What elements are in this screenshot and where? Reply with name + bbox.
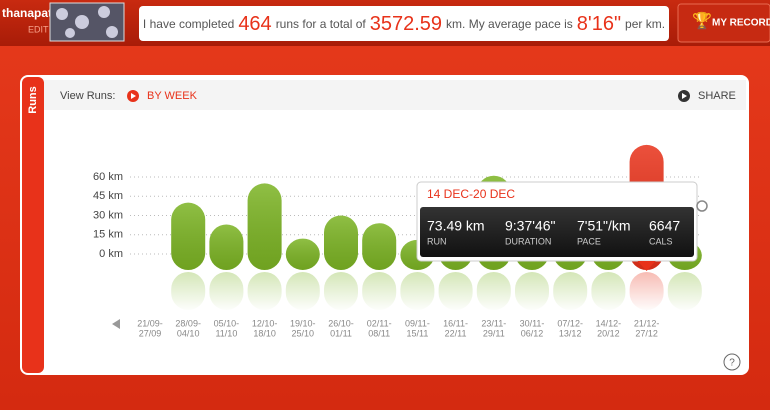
- x-tick-label: 27/12: [635, 328, 658, 338]
- records-label[interactable]: MY RECORDS: [712, 18, 770, 29]
- x-tick-label: 23/11-: [481, 318, 506, 328]
- by-week-link[interactable]: BY WEEK: [147, 90, 198, 102]
- x-tick-label: 05/10-: [214, 318, 240, 328]
- records-button[interactable]: [677, 3, 770, 43]
- y-tick-label: 60 km: [93, 171, 123, 183]
- x-tick-label: 11/10: [215, 328, 237, 338]
- tooltip-title: 14 DEC-20 DEC: [427, 187, 515, 201]
- share-link[interactable]: SHARE: [698, 90, 736, 102]
- summary-text-part: I have completed: [143, 17, 234, 31]
- y-tick-label: 0 km: [99, 248, 123, 260]
- tooltip-stat-value: 73.49 km: [427, 218, 485, 234]
- reflection-fade: [666, 272, 703, 312]
- summary-box: [139, 6, 669, 41]
- side-tab: [22, 77, 44, 373]
- summary-text-part: per km.: [625, 17, 665, 31]
- avatar-pattern: [56, 6, 118, 38]
- bar-shade: [324, 215, 358, 270]
- summary-number: 3572.59: [370, 13, 442, 35]
- toolbar: [44, 80, 746, 110]
- x-tick-label: 08/11: [368, 328, 390, 338]
- reflection-fade: [246, 272, 283, 312]
- bar-shade: [285, 238, 320, 270]
- reflection-fade: [323, 272, 359, 312]
- x-tick-label: 25/10: [292, 328, 315, 338]
- reflection-fade: [284, 272, 321, 312]
- bar-shade: [209, 224, 244, 270]
- tooltip-stat-label: PACE: [577, 236, 601, 246]
- username: thanapat: [2, 6, 52, 20]
- summary-number: 464: [238, 13, 271, 35]
- tooltip-stat-value: 6647: [649, 218, 680, 234]
- x-tick-label: 04/10: [177, 328, 200, 338]
- reflection-fade: [208, 272, 245, 312]
- x-tick-label: 29/11: [483, 328, 505, 338]
- reflection-fade: [437, 272, 474, 312]
- help-label[interactable]: ?: [729, 358, 735, 369]
- tooltip-stat-label: RUN: [427, 236, 447, 246]
- reflection-fade: [170, 272, 207, 312]
- x-tick-label: 02/11-: [367, 318, 392, 328]
- x-tick-label: 21/12-: [634, 318, 660, 328]
- x-tick-label: 16/11-: [443, 318, 468, 328]
- zoom-icon[interactable]: [696, 200, 708, 212]
- trophy-icon: 🏆: [692, 11, 712, 30]
- tooltip-stat-label: DURATION: [505, 236, 551, 246]
- summary-text-part: runs for a total of: [276, 17, 367, 31]
- view-runs-label: View Runs:: [60, 90, 115, 102]
- bar-shade: [171, 202, 206, 270]
- edit-link[interactable]: EDIT: [28, 24, 49, 34]
- reflection-fade: [552, 272, 589, 312]
- reflection-fade: [514, 272, 550, 312]
- x-tick-label: 21/09-: [137, 318, 163, 328]
- x-tick-label: 30/11-: [520, 318, 545, 328]
- x-tick-label: 26/10-: [328, 318, 354, 328]
- summary-number: 8'16": [577, 13, 621, 35]
- summary-text-part: km. My average pace is: [446, 17, 573, 31]
- summary-text: I have completed 464 runs for a total of 35…: [143, 13, 665, 35]
- x-tick-label: 09/11-: [405, 318, 430, 328]
- x-tick-label: 19/10-: [290, 318, 316, 328]
- chart: 0 km 15 km 30 km 45 km 60 km 21/09-27/09 28/09…: [93, 144, 703, 338]
- x-tick-label: 14/12-: [596, 318, 622, 328]
- x-tick-label: 20/12: [597, 328, 620, 338]
- tooltip-stat-value: 9:37'46": [505, 218, 555, 234]
- x-tick-label: 22/11: [445, 328, 467, 338]
- reflection-fade: [590, 272, 627, 312]
- tooltip-stat-label: CALS: [649, 236, 673, 246]
- bar-shade: [247, 183, 282, 270]
- x-tick-label: 27/09: [139, 328, 162, 338]
- prev-arrow[interactable]: [112, 319, 120, 329]
- x-tick-label: 01/11: [330, 328, 352, 338]
- tooltip-body: [420, 207, 694, 257]
- reflection-fade: [475, 272, 512, 312]
- help-icon[interactable]: [723, 353, 741, 371]
- side-tab-label: Runs: [27, 86, 39, 114]
- x-tick-label: 18/10: [253, 328, 276, 338]
- tooltip-pointer: [637, 261, 656, 271]
- bar-shade: [362, 223, 397, 270]
- share-arrow: [682, 93, 687, 99]
- x-tick-label: 15/11: [406, 328, 428, 338]
- x-tick-label: 07/12-: [557, 318, 583, 328]
- y-tick-label: 15 km: [93, 229, 123, 241]
- y-tick-label: 30 km: [93, 209, 123, 221]
- by-week-arrow: [131, 93, 136, 99]
- reflection-fade: [361, 272, 398, 312]
- x-tick-label: 13/12: [559, 328, 582, 338]
- tooltip-stat-value: 7'51"/km: [577, 218, 631, 234]
- reflection-fade: [399, 272, 436, 312]
- x-tick-label: 28/09-: [175, 318, 201, 328]
- x-tick-label: 06/12: [521, 328, 544, 338]
- reflection-fade: [628, 272, 665, 312]
- y-tick-label: 45 km: [93, 190, 123, 202]
- x-tick-label: 12/10-: [252, 318, 278, 328]
